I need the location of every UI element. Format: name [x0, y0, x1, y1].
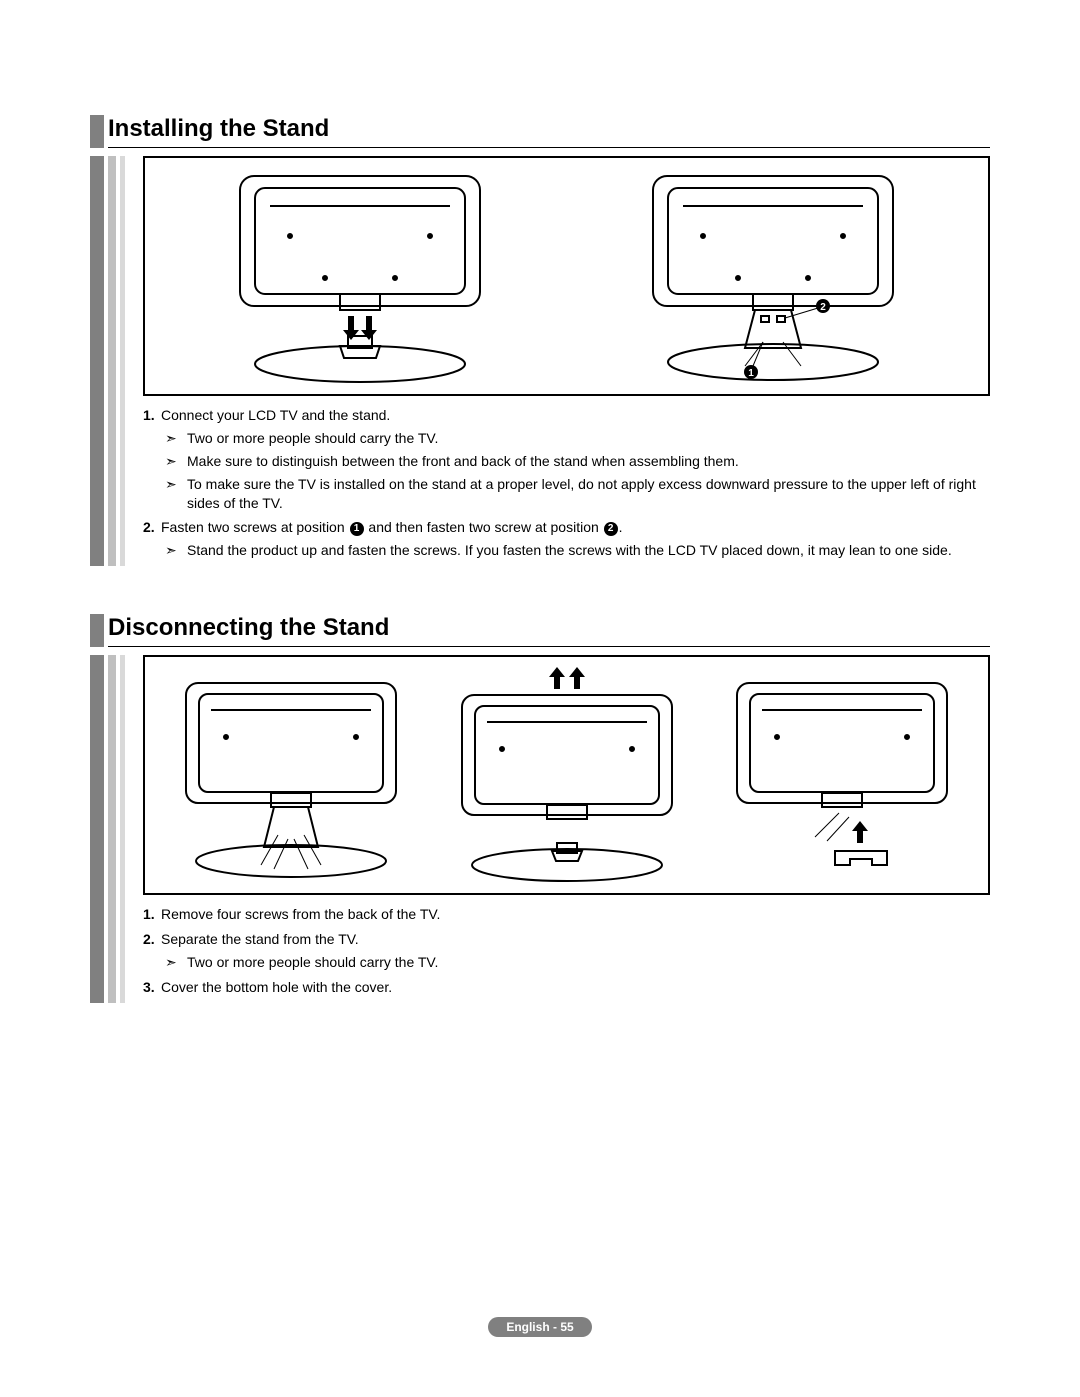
installing-steps: 1. Connect your LCD TV and the stand. Tw…: [143, 406, 990, 560]
section-installing-header: Installing the Stand: [90, 115, 990, 148]
step-text: Fasten two screws at position 1 and then…: [161, 519, 623, 535]
ref-circle-1: 1: [350, 522, 364, 536]
installing-figure: 2 1: [143, 156, 990, 396]
disconnecting-steps: 1. Remove four screws from the back of t…: [143, 905, 990, 997]
header-accent-bar: [90, 115, 104, 148]
section-title: Disconnecting the Stand: [108, 614, 990, 646]
step-item: 2. Separate the stand from the TV. Two o…: [143, 930, 990, 972]
sub-item: Make sure to distinguish between the fro…: [161, 452, 990, 471]
sub-item: Stand the product up and fasten the scre…: [161, 541, 990, 560]
svg-text:1: 1: [748, 368, 754, 379]
step-number: 1.: [143, 905, 155, 924]
disconnecting-figure: [143, 655, 990, 895]
section-disconnecting-header: Disconnecting the Stand: [90, 614, 990, 647]
side-accent-bars: [90, 655, 125, 1003]
step-number: 1.: [143, 406, 155, 425]
step-number: 2.: [143, 518, 155, 537]
section-disconnecting-body: 1. Remove four screws from the back of t…: [90, 655, 990, 1003]
side-accent-bars: [90, 156, 125, 566]
step-text: Connect your LCD TV and the stand.: [161, 407, 390, 423]
step-number: 2.: [143, 930, 155, 949]
step-item: 1. Connect your LCD TV and the stand. Tw…: [143, 406, 990, 512]
sub-item: Two or more people should carry the TV.: [161, 429, 990, 448]
section-rule: [108, 147, 990, 148]
step-text: Cover the bottom hole with the cover.: [161, 979, 392, 995]
section-rule: [108, 646, 990, 647]
step-item: 1. Remove four screws from the back of t…: [143, 905, 990, 924]
header-accent-bar: [90, 614, 104, 647]
step-item: 3. Cover the bottom hole with the cover.: [143, 978, 990, 997]
step-number: 3.: [143, 978, 155, 997]
ref-circle-2: 2: [604, 522, 618, 536]
step-text: Separate the stand from the TV.: [161, 931, 359, 947]
svg-text:2: 2: [820, 302, 826, 313]
footer-label: English - 55: [488, 1317, 591, 1337]
section-title: Installing the Stand: [108, 115, 990, 147]
step-item: 2. Fasten two screws at position 1 and t…: [143, 518, 990, 560]
section-installing-body: 2 1 1. Connect your LCD TV and the stand…: [90, 156, 990, 566]
sub-item: Two or more people should carry the TV.: [161, 953, 990, 972]
sub-item: To make sure the TV is installed on the …: [161, 475, 990, 513]
page-footer: English - 55: [0, 1317, 1080, 1337]
step-text: Remove four screws from the back of the …: [161, 906, 440, 922]
